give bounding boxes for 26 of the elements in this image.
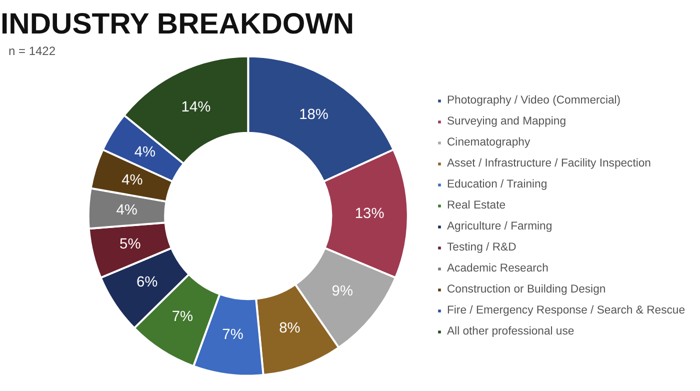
- legend-label: All other professional use: [447, 325, 574, 337]
- data-label: 7%: [172, 308, 194, 325]
- data-label: 18%: [299, 107, 328, 124]
- chart-title: INDUSTRY BREAKDOWN: [0, 8, 354, 40]
- data-label: 8%: [279, 320, 300, 337]
- legend-label: Construction or Building Design: [447, 283, 606, 295]
- legend-label: Education / Training: [447, 178, 548, 190]
- data-label: 4%: [116, 202, 138, 218]
- data-label: 6%: [136, 274, 158, 290]
- legend-label: Agriculture / Farming: [447, 220, 552, 232]
- legend-label: Asset / Infrastructure / Facility Inspection: [447, 157, 651, 169]
- legend-label: Cinematography: [447, 136, 530, 148]
- data-label: 5%: [120, 236, 141, 252]
- legend-label: Fire / Emergency Response / Search & Rescue: [447, 304, 685, 316]
- legend-label: Real Estate: [447, 199, 506, 211]
- data-label: 7%: [222, 327, 244, 344]
- data-label: 14%: [181, 100, 211, 116]
- text: n = 1422: [8, 44, 56, 58]
- data-label: 4%: [134, 144, 156, 161]
- legend-label: Academic Research: [447, 262, 548, 274]
- legend-label: Testing / R&D: [447, 241, 516, 253]
- data-label: 4%: [122, 172, 143, 188]
- legend-label: Surveying and Mapping: [447, 115, 566, 127]
- data-label: 9%: [332, 284, 353, 300]
- legend-label: Photography / Video (Commercial): [447, 94, 621, 106]
- data-label: 13%: [354, 206, 384, 222]
